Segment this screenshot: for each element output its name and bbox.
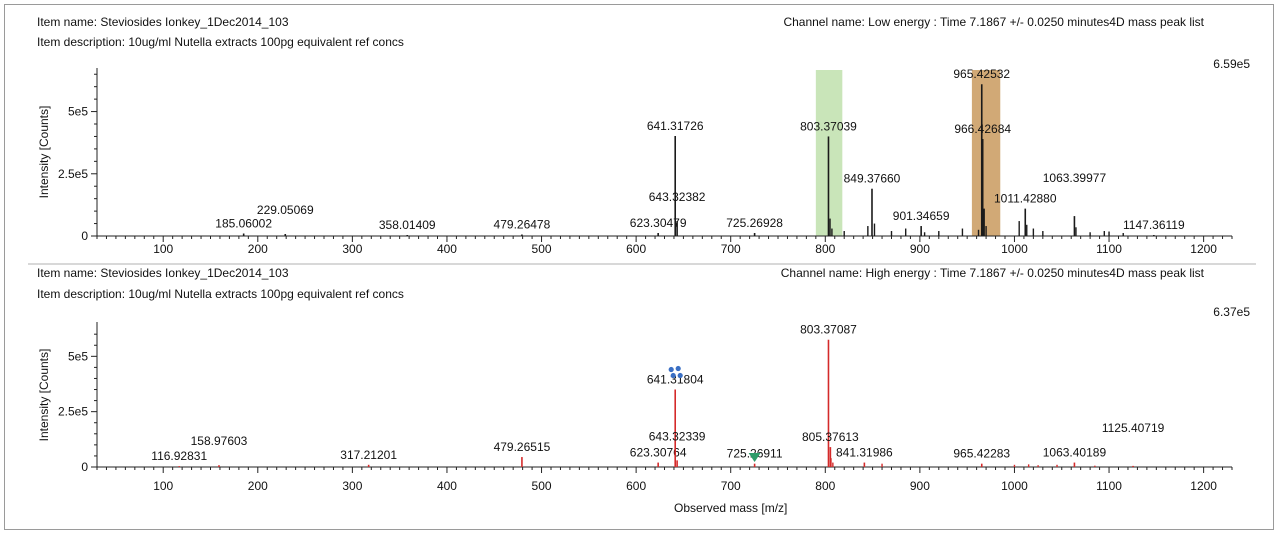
peak-label: 965.42283 (953, 447, 1010, 461)
x-tick-label: 1000 (1001, 479, 1028, 493)
cluster-dots-icon (668, 365, 683, 379)
x-tick-label: 100 (153, 479, 173, 493)
x-tick-label: 600 (626, 242, 646, 256)
triangle-down-icon (748, 453, 761, 462)
channel-name: Channel name: Low energy : Time 7.1867 +… (783, 15, 1204, 29)
peak-label: 158.97603 (191, 434, 248, 448)
highlight-band-2 (971, 70, 1001, 236)
x-tick-label: 700 (721, 242, 741, 256)
x-tick-label: 1200 (1190, 479, 1217, 493)
peak-label: 803.37039 (800, 119, 857, 133)
y-tick-label: 5e5 (68, 105, 88, 119)
item-name: Item name: Steviosides Ionkey_1Dec2014_1… (37, 266, 289, 280)
peak-label: 623.30764 (630, 446, 687, 460)
x-tick-label: 300 (342, 242, 362, 256)
x-tick-label: 900 (910, 242, 930, 256)
x-tick-label: 800 (815, 242, 835, 256)
peak-label: 805.37613 (802, 430, 859, 444)
y-axis-label: Intensity [Counts] (37, 349, 51, 442)
peak-label: 641.31804 (647, 373, 704, 387)
x-tick-label: 400 (437, 242, 457, 256)
item-name: Item name: Steviosides Ionkey_1Dec2014_1… (37, 15, 289, 29)
y-tick-label: 2.5e5 (58, 167, 88, 181)
x-tick-label: 700 (721, 479, 741, 493)
max-intensity-label: 6.59e5 (1213, 57, 1250, 71)
x-tick-label: 100 (153, 242, 173, 256)
peak-label: 623.30479 (630, 216, 687, 230)
peak-label: 901.34659 (893, 209, 950, 223)
spectrum-report (4, 4, 1274, 530)
peak-label: 479.26478 (494, 218, 551, 232)
y-axis-label: Intensity [Counts] (37, 106, 51, 199)
peak-label: 966.42684 (954, 122, 1011, 136)
peak-label: 358.01409 (379, 218, 436, 232)
y-tick-label: 5e5 (68, 349, 88, 363)
peak-label: 841.31986 (836, 446, 893, 460)
peak-label: 1011.42880 (994, 192, 1057, 206)
x-tick-label: 200 (248, 479, 268, 493)
peak-label: 185.06002 (215, 217, 272, 231)
peak-label: 643.32339 (649, 429, 706, 443)
max-intensity-label: 6.37e5 (1213, 305, 1250, 319)
x-tick-label: 400 (437, 479, 457, 493)
x-tick-label: 1000 (1001, 242, 1028, 256)
peak-label: 229.05069 (257, 203, 314, 217)
item-description: Item description: 10ug/ml Nutella extrac… (37, 287, 404, 301)
peak-label: 849.37660 (844, 172, 901, 186)
channel-name: Channel name: High energy : Time 7.1867 … (781, 266, 1205, 280)
x-tick-label: 600 (626, 479, 646, 493)
peak-label: 1147.36119 (1123, 218, 1185, 232)
item-description: Item description: 10ug/ml Nutella extrac… (37, 35, 404, 49)
x-axis-label: Observed mass [m/z] (674, 501, 787, 515)
peak-label: 116.92831 (151, 449, 207, 463)
peak-label: 803.37087 (800, 323, 857, 337)
peak-label: 725.26928 (726, 216, 783, 230)
y-tick-label: 0 (81, 229, 88, 243)
peak-label: 479.26515 (494, 440, 551, 454)
x-tick-label: 200 (248, 242, 268, 256)
spectrum-panel-2: Item name: Steviosides Ionkey_1Dec2014_1… (37, 266, 1250, 515)
peak-label: 1063.39977 (1043, 171, 1107, 185)
x-tick-label: 500 (532, 242, 552, 256)
x-tick-label: 500 (532, 479, 552, 493)
y-tick-label: 2.5e5 (58, 405, 88, 419)
peak-label: 317.21201 (340, 448, 397, 462)
peak-label: 1125.40719 (1102, 421, 1165, 435)
peak-label: 643.32382 (649, 190, 706, 204)
x-tick-label: 800 (815, 479, 835, 493)
peak-label: 1063.40189 (1043, 446, 1107, 460)
x-tick-label: 1200 (1190, 242, 1217, 256)
spectrum-panel-1: Item name: Steviosides Ionkey_1Dec2014_1… (37, 15, 1250, 256)
peak-label: 965.42532 (953, 67, 1010, 81)
x-tick-label: 300 (342, 479, 362, 493)
x-tick-label: 1100 (1096, 479, 1122, 493)
x-tick-label: 1100 (1096, 242, 1122, 256)
y-tick-label: 0 (81, 460, 88, 474)
peak-label: 641.31726 (647, 119, 704, 133)
x-tick-label: 900 (910, 479, 930, 493)
